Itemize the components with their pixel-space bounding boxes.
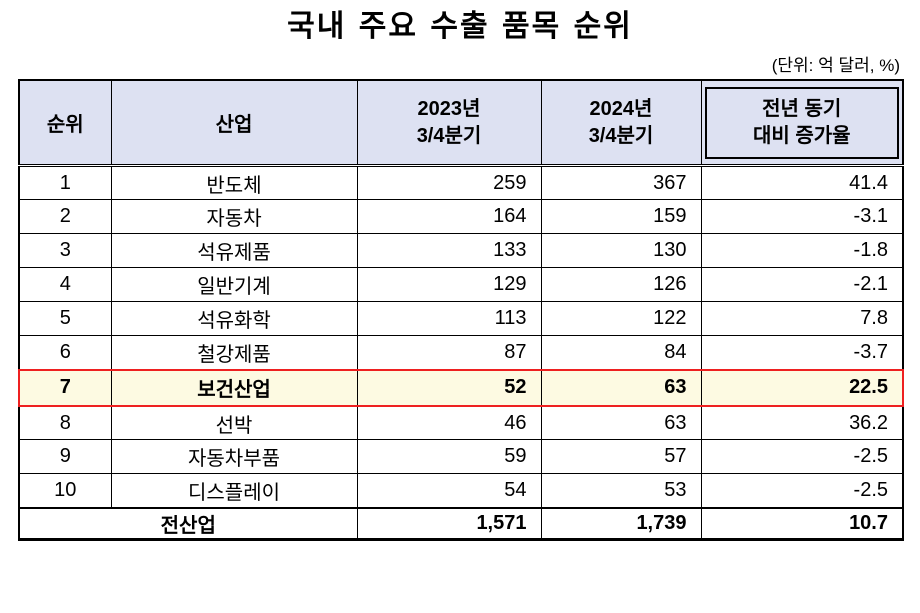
value-2023-cell: 54	[356, 473, 542, 509]
value-2024-cell: 122	[540, 301, 702, 337]
industry-cell: 자동차	[110, 199, 358, 235]
rank-cell: 3	[18, 233, 112, 269]
table-row: 1 반도체 259 367 41.4	[18, 165, 904, 201]
rank-cell: 10	[18, 473, 112, 509]
value-2023-cell: 87	[356, 335, 542, 371]
value-2024-cell: 57	[540, 439, 702, 475]
value-2023-cell: 59	[356, 439, 542, 475]
growth-cell: -2.5	[700, 473, 904, 509]
industry-cell: 보건산업	[110, 368, 358, 407]
growth-cell: 41.4	[700, 165, 904, 201]
growth-cell: -3.7	[700, 335, 904, 371]
growth-cell: 22.5	[700, 368, 904, 407]
value-2024-cell: 84	[540, 335, 702, 371]
col-header-industry: 산업	[110, 79, 358, 168]
col-header-growth: 전년 동기 대비 증가율	[700, 79, 904, 168]
value-2023-cell: 164	[356, 199, 542, 235]
growth-cell: 7.8	[700, 301, 904, 337]
total-growth-value: 10.7	[700, 506, 904, 541]
growth-header-box: 전년 동기 대비 증가율	[704, 86, 899, 159]
rank-cell: 8	[18, 405, 112, 441]
value-2024-cell: 63	[540, 405, 702, 441]
value-2024-cell: 126	[540, 267, 702, 303]
value-2023-cell: 46	[356, 405, 542, 441]
value-2023-cell: 52	[356, 368, 542, 407]
industry-cell: 철강제품	[110, 335, 358, 371]
total-label: 전산업	[18, 506, 358, 541]
industry-cell: 일반기계	[110, 267, 358, 303]
value-2024-cell: 159	[540, 199, 702, 235]
total-2023-value: 1,571	[356, 506, 542, 541]
value-2023-cell: 113	[356, 301, 542, 337]
rank-cell: 7	[18, 368, 112, 407]
industry-cell: 반도체	[110, 165, 358, 201]
table-row: 5 석유화학 113 122 7.8	[18, 301, 904, 337]
total-row: 전산업 1,571 1,739 10.7	[18, 506, 904, 541]
table-row: 3 석유제품 133 130 -1.8	[18, 233, 904, 269]
table-body: 1 반도체 259 367 41.4 2 자동차 164 159 -3.1 3 …	[18, 165, 904, 509]
value-2024-cell: 130	[540, 233, 702, 269]
col-header-rank: 순위	[18, 79, 112, 168]
col-header-2024-q3: 2024년 3/4분기	[540, 79, 702, 168]
export-ranking-table: 순위 산업 2023년 3/4분기 2024년 3/4분기 전년 동기 대비 증…	[18, 78, 904, 542]
value-2024-cell: 63	[540, 368, 702, 407]
header-row: 순위 산업 2023년 3/4분기 2024년 3/4분기 전년 동기 대비 증…	[18, 79, 904, 168]
table-row: 2 자동차 164 159 -3.1	[18, 199, 904, 235]
industry-cell: 디스플레이	[110, 473, 358, 509]
industry-cell: 자동차부품	[110, 439, 358, 475]
rank-cell: 4	[18, 267, 112, 303]
unit-note: (단위: 억 달러, %)	[771, 55, 900, 75]
col-header-2023-q3: 2023년 3/4분기	[356, 79, 542, 168]
page-title: 국내 주요 수출 품목 순위	[287, 9, 633, 44]
rank-cell: 5	[18, 301, 112, 337]
industry-cell: 선박	[110, 405, 358, 441]
table-row: 8 선박 46 63 36.2	[18, 405, 904, 441]
value-2024-cell: 53	[540, 473, 702, 509]
table-row: 9 자동차부품 59 57 -2.5	[18, 439, 904, 475]
growth-cell: 36.2	[700, 405, 904, 441]
industry-cell: 석유화학	[110, 301, 358, 337]
report-page: 국내 주요 수출 품목 순위 (단위: 억 달러, %) 순위 산업 2023년…	[18, 8, 904, 542]
rank-cell: 2	[18, 199, 112, 235]
value-2024-cell: 367	[540, 165, 702, 201]
table-row: 6 철강제품 87 84 -3.7	[18, 335, 904, 371]
value-2023-cell: 133	[356, 233, 542, 269]
value-2023-cell: 259	[356, 165, 542, 201]
table-row: 10 디스플레이 54 53 -2.5	[18, 473, 904, 509]
growth-cell: -2.5	[700, 439, 904, 475]
rank-cell: 6	[18, 335, 112, 371]
total-2024-value: 1,739	[540, 506, 702, 541]
growth-cell: -3.1	[700, 199, 904, 235]
rank-cell: 1	[18, 165, 112, 201]
rank-cell: 9	[18, 439, 112, 475]
table-row-highlighted: 7 보건산업 52 63 22.5	[18, 368, 904, 407]
growth-cell: -1.8	[700, 233, 904, 269]
value-2023-cell: 129	[356, 267, 542, 303]
table-row: 4 일반기계 129 126 -2.1	[18, 267, 904, 303]
industry-cell: 석유제품	[110, 233, 358, 269]
growth-cell: -2.1	[700, 267, 904, 303]
